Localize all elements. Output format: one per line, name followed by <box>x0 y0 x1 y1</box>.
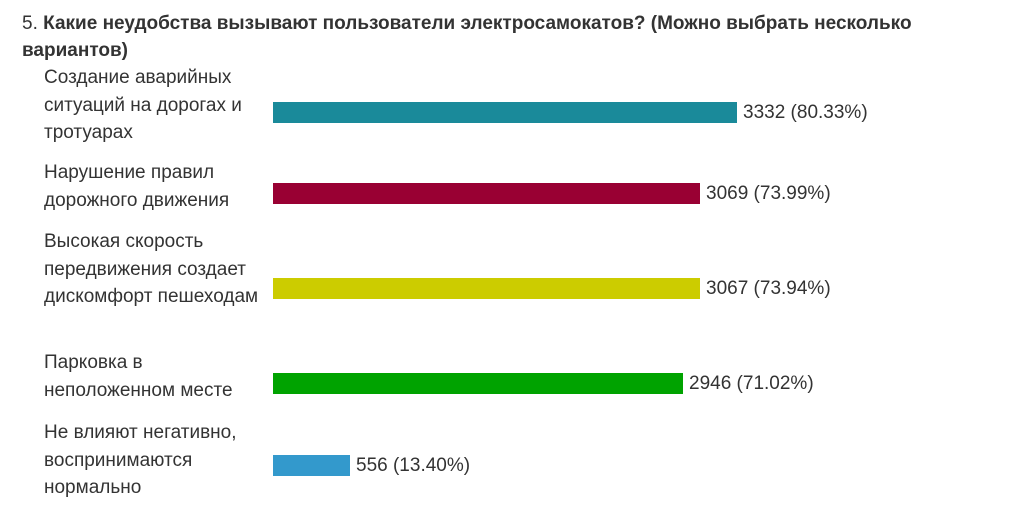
category-label: Нарушение правил дорожного движения <box>44 162 230 211</box>
data-label: 2946 (71.02%) <box>689 373 814 394</box>
category-label: Не влияют негативно, воспринимаются норм… <box>44 422 237 498</box>
question-title: 5. Какие неудобства вызывают пользовател… <box>22 10 1022 64</box>
bar <box>273 183 700 204</box>
data-label: 3332 (80.33%) <box>743 102 868 123</box>
bar <box>273 455 350 476</box>
category-label: Парковка в неположенном месте <box>44 352 233 401</box>
data-label: 556 (13.40%) <box>356 455 471 476</box>
bar <box>273 102 737 123</box>
bar <box>273 278 700 299</box>
category-label: Высокая скорость передвижения создает ди… <box>44 231 259 307</box>
data-label: 3067 (73.94%) <box>706 278 831 299</box>
question-number: 5. <box>22 13 38 34</box>
category-label: Создание аварийных ситуаций на дорогах и… <box>44 67 242 143</box>
bar <box>273 373 683 394</box>
question-text: Какие неудобства вызывают пользователи э… <box>22 13 912 61</box>
data-label: 3069 (73.99%) <box>706 183 831 204</box>
